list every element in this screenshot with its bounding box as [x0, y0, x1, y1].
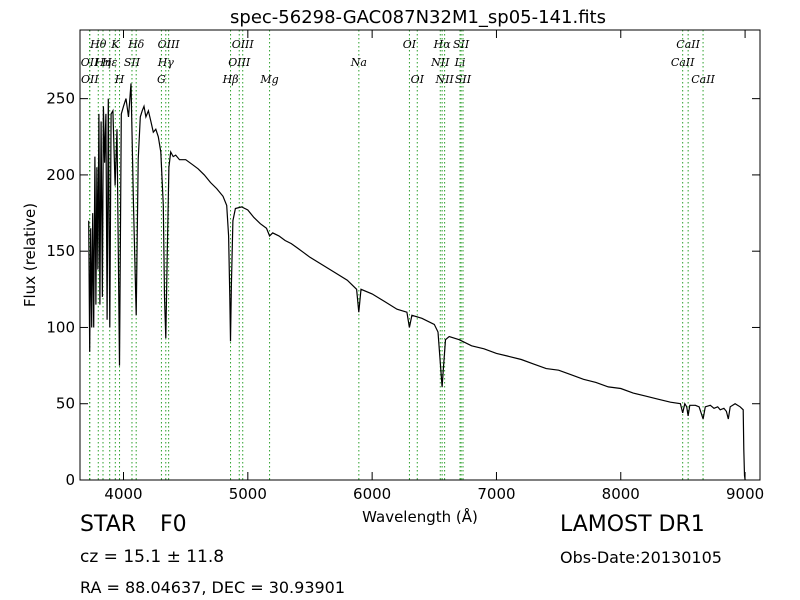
line-marker-label: H	[114, 73, 125, 86]
x-axis-label: Wavelength (Å)	[362, 507, 478, 526]
x-axis-ticks: 4000 5000 6000 7000 8000 9000	[104, 30, 764, 503]
line-marker-label: CaII	[676, 38, 700, 51]
object-class: STAR F0	[80, 512, 187, 537]
x-tick-label: 4000	[104, 485, 142, 503]
line-marker-label: OIII	[228, 56, 251, 69]
line-marker-label: NII	[430, 56, 450, 69]
line-marker-label: Na	[350, 56, 367, 69]
line-marker-label: OIII	[232, 38, 255, 51]
line-marker-label: Hε	[101, 56, 118, 69]
subclass-label: F0	[160, 512, 187, 537]
y-tick-label: 250	[46, 90, 75, 108]
line-marker-label: CaII	[691, 73, 715, 86]
y-tick-label: 50	[56, 395, 75, 413]
line-marker-label: SII	[455, 73, 472, 86]
y-tick-label: 0	[65, 471, 75, 489]
line-marker-label: G	[157, 73, 166, 86]
class-label: STAR	[80, 512, 137, 537]
survey-name: LAMOST DR1	[560, 512, 705, 537]
y-axis-ticks: 0 50 100 150 200 250	[46, 90, 760, 489]
line-marker-label: CaII	[671, 56, 695, 69]
x-tick-label: 6000	[353, 485, 391, 503]
coordinates: RA = 88.04637, DEC = 30.93901	[80, 578, 346, 597]
line-marker-label: Hα	[433, 38, 452, 51]
line-marker-label: Hγ	[157, 56, 175, 69]
line-marker-label: SII	[124, 56, 141, 69]
line-marker-label: Hβ	[222, 73, 239, 86]
x-tick-label: 9000	[726, 485, 764, 503]
line-marker-label: NII	[434, 73, 454, 86]
line-marker-label: Hθ	[89, 38, 107, 51]
line-marker-label: Hδ	[127, 38, 145, 51]
spectrum-line	[88, 83, 746, 481]
line-marker-label: K	[110, 38, 120, 51]
line-marker-label: OI	[411, 73, 425, 86]
y-axis-label: Flux (relative)	[21, 203, 39, 307]
line-marker-label: Hη	[94, 56, 112, 69]
x-tick-label: 5000	[229, 485, 267, 503]
line-marker-label: OIII	[158, 38, 181, 51]
chart-title: spec-56298-GAC087N32M1_sp05-141.fits	[230, 7, 606, 28]
observation-date: Obs-Date:20130105	[560, 548, 722, 567]
line-marker-label: OI	[403, 38, 417, 51]
x-tick-label: 7000	[477, 485, 515, 503]
x-tick-label: 8000	[602, 485, 640, 503]
line-marker-label: SII	[453, 38, 470, 51]
redshift-value: cz = 15.1 ± 11.8	[80, 547, 225, 567]
y-tick-label: 150	[46, 242, 75, 260]
plot-frame	[79, 29, 761, 481]
line-marker-label: Li	[454, 56, 466, 69]
line-marker-label: Mg	[259, 73, 278, 86]
y-tick-label: 100	[46, 318, 75, 336]
line-marker-label: OII	[81, 73, 99, 86]
y-tick-label: 200	[46, 166, 75, 184]
